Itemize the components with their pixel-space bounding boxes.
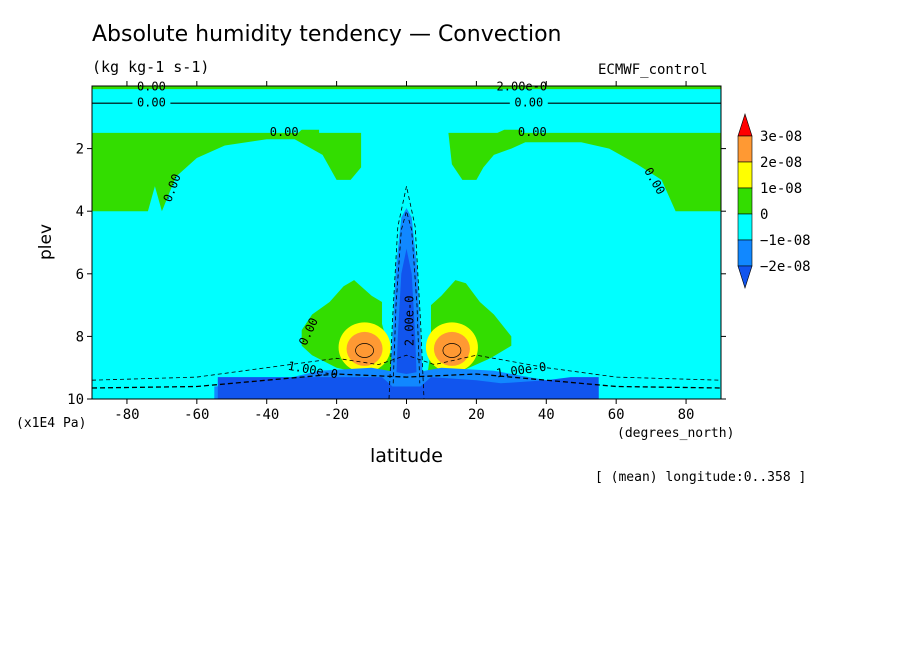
fill-left-green-band [92, 129, 362, 212]
legend-label: −1e-08 [760, 233, 811, 249]
fill-top-green-strip [92, 86, 721, 90]
x-tick-label: -60 [184, 407, 209, 423]
contour-label-top-left: 0.00 [137, 80, 166, 94]
contour-label-bg-2 [509, 95, 548, 108]
contour-label-top-right: 2.00e-0 [497, 80, 548, 94]
y-tick-label: 8 [76, 329, 84, 345]
fill-equatorial-core [396, 248, 417, 387]
legend-label: 2e-08 [760, 155, 802, 171]
contour-label-bg-1 [132, 95, 171, 108]
legend-arrow-bottom [737, 265, 753, 289]
footnote: [ (mean) longitude:0..358 ] [595, 470, 807, 485]
chart-title: Absolute humidity tendency — Convection [92, 22, 562, 47]
x-tick-label: -80 [114, 407, 139, 423]
x-tick-label: -40 [254, 407, 279, 423]
x-tick-label: 0 [402, 407, 410, 423]
legend-label: 1e-08 [760, 181, 802, 197]
fill-right-core [442, 343, 462, 358]
legend-swatch [737, 135, 753, 163]
legend-arrow-top [737, 113, 753, 137]
x-tick-label: -20 [324, 407, 349, 423]
fill-right-green-band [448, 129, 721, 212]
contour-dashed-outer [91, 354, 722, 381]
contour-label-band-left: 0.00 [270, 125, 299, 139]
y-tick-label: 2 [76, 142, 84, 158]
contour-label-mid-right: 0.00 [514, 95, 543, 109]
contour-label-band-right: 0.00 [518, 125, 547, 139]
y-tick-label: 10 [67, 392, 84, 408]
chart-units: (kg kg-1 s-1) [92, 58, 210, 76]
contour-label-mid-left: 0.00 [137, 95, 166, 109]
contour-label-low-right: 1.00e-0 [495, 360, 547, 381]
contour-fills [92, 86, 721, 399]
y-tick-label: 6 [76, 267, 84, 283]
x-axis-label: latitude [370, 445, 443, 467]
legend-label: 0 [760, 207, 768, 223]
x-tick-label: 60 [608, 407, 625, 423]
contour-lines [91, 102, 722, 400]
legend-swatch [737, 187, 753, 215]
dataset-label: ECMWF_control [598, 62, 708, 78]
y-axis-label: plev [36, 223, 56, 260]
x-tick-label: 80 [678, 407, 695, 423]
fill-boundary-darkblue [217, 377, 599, 399]
contour-dashed-column-inner [392, 209, 421, 384]
color-legend: 3e-08 2e-08 1e-08 0 −1e-08 −2e-08 [737, 113, 811, 289]
legend-swatch [737, 213, 753, 241]
axes: -80 -60 -40 -20 0 20 40 60 80 2 4 6 8 10 [67, 81, 726, 423]
fill-left-core [355, 343, 374, 358]
contour-dashed-column-outer [388, 186, 425, 400]
contour-label-column: 2.00e-0 [402, 296, 416, 347]
y-tick-label: 4 [76, 204, 84, 220]
legend-swatch [737, 161, 753, 189]
x-tick-label: 40 [538, 407, 555, 423]
contour-dashed-mid [91, 373, 722, 389]
legend-label: −2e-08 [760, 259, 811, 275]
x-axis-unit: (degrees_north) [617, 426, 735, 441]
legend-label: 3e-08 [760, 129, 802, 145]
legend-swatch [737, 239, 753, 267]
x-tick-label: 20 [468, 407, 485, 423]
y-axis-unit: (x1E4 Pa) [16, 416, 87, 431]
